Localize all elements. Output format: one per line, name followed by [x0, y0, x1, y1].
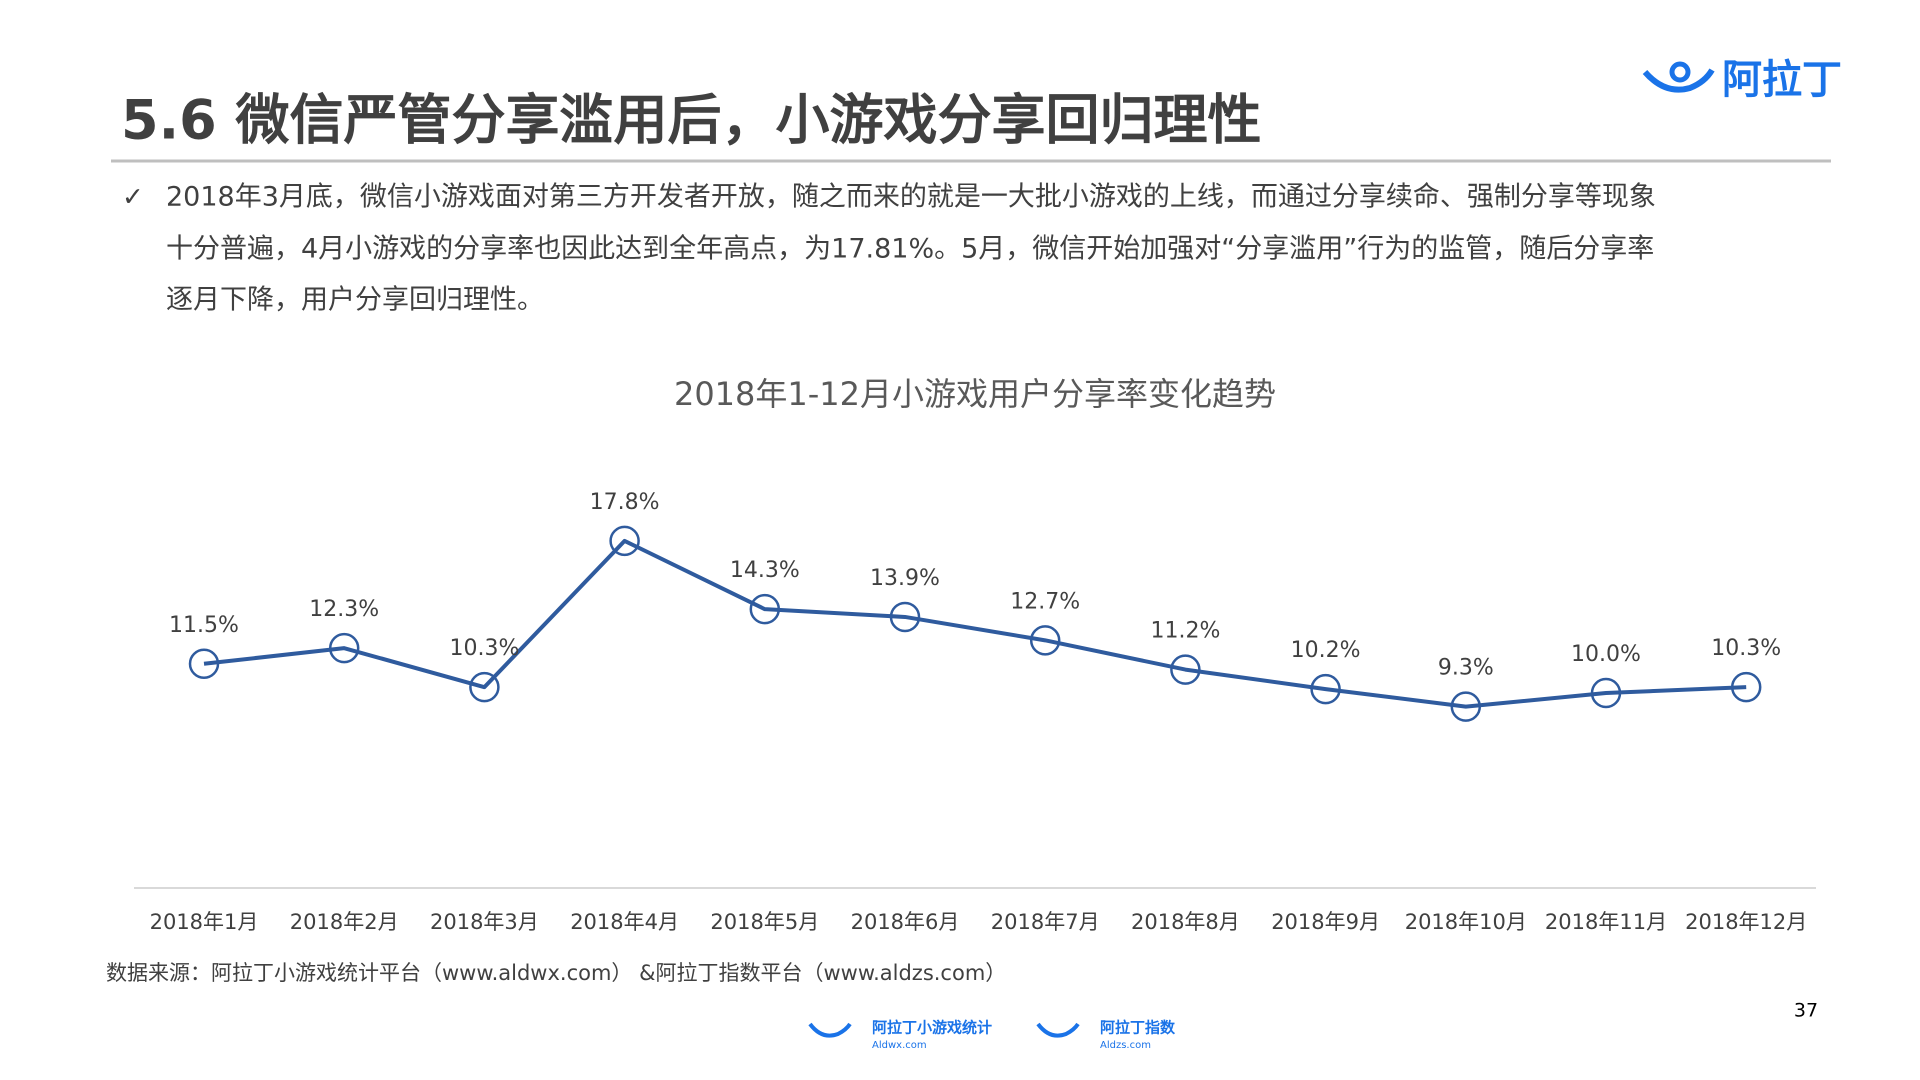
x-tick-label: 2018年10月 — [1405, 910, 1527, 934]
x-tick-label: 2018年7月 — [991, 910, 1100, 934]
data-point — [1450, 691, 1482, 722]
data-point — [889, 601, 921, 633]
x-tick-label: 2018年4月 — [570, 910, 679, 934]
logo-text: 阿拉丁 — [1722, 57, 1842, 103]
x-tick-label: 2018年6月 — [851, 910, 960, 934]
slide-title: 5.6 微信严管分享滥用后，小游戏分享回归理性 — [121, 89, 1261, 152]
footer-logo-url: Aldzs.com — [1100, 1040, 1151, 1051]
data-label: 12.3% — [309, 597, 379, 622]
x-tick-label: 2018年3月 — [430, 910, 539, 934]
data-point — [328, 632, 360, 664]
x-tick-label: 2018年9月 — [1271, 910, 1380, 934]
data-label: 10.3% — [1711, 636, 1781, 661]
data-label: 10.3% — [449, 636, 519, 661]
data-point — [1170, 654, 1201, 685]
data-label: 14.3% — [730, 558, 800, 583]
footer-logo-name: 阿拉丁指数 — [1100, 1019, 1176, 1037]
x-tick-label: 2018年1月 — [150, 910, 259, 934]
data-label: 11.2% — [1150, 619, 1220, 644]
footer-logo-icon — [1036, 1022, 1080, 1038]
data-point — [1029, 625, 1061, 656]
bullet-line: 2018年3月底，微信小游戏面对第三方开发者开放，随之而来的就是一大批小游戏的上… — [166, 182, 1656, 213]
data-point — [469, 671, 500, 703]
bullet-line: 十分普遍，4月小游戏的分享率也因此达到全年高点，为17.81%。5月，微信开始加… — [166, 234, 1654, 265]
data-point — [609, 525, 640, 557]
data-label: 11.5% — [169, 613, 239, 638]
data-point — [188, 648, 220, 679]
data-label: 13.9% — [870, 566, 940, 591]
data-label: 17.8% — [590, 490, 660, 515]
data-label: 12.7% — [1010, 589, 1080, 614]
x-tick-label: 2018年8月 — [1131, 910, 1240, 934]
footer-logo-name: 阿拉丁小游戏统计 — [872, 1019, 992, 1037]
footer-logo: 阿拉丁小游戏统计 Aldwx.com 阿拉丁指数 Aldzs.com — [808, 1019, 1176, 1051]
logo: 阿拉丁 — [1642, 57, 1842, 103]
page-number: 37 — [1794, 1000, 1818, 1022]
x-tick-label: 2018年5月 — [710, 910, 819, 934]
data-point — [1730, 671, 1762, 703]
chart-title: 2018年1-12月小游戏用户分享率变化趋势 — [674, 375, 1276, 413]
footer-logo-icon — [808, 1022, 852, 1038]
data-label: 10.0% — [1571, 642, 1641, 667]
data-point — [749, 593, 781, 625]
data-line — [203, 538, 1747, 709]
logo-icon — [1642, 68, 1715, 93]
data-point — [1590, 677, 1622, 709]
data-label: 9.3% — [1438, 656, 1494, 681]
footer-logo-url: Aldwx.com — [872, 1040, 927, 1051]
x-tick-label: 2018年11月 — [1545, 910, 1667, 934]
data-point — [1310, 673, 1341, 705]
bullet-line: 逐月下降，用户分享回归理性。 — [166, 285, 544, 316]
logo-icon — [1669, 61, 1691, 83]
data-label: 10.2% — [1291, 638, 1361, 663]
source-note: 数据来源：阿拉丁小游戏统计平台（www.aldwx.com） &阿拉丁指数平台（… — [106, 961, 1006, 985]
x-tick-label: 2018年12月 — [1685, 910, 1807, 934]
x-tick-label: 2018年2月 — [290, 910, 399, 934]
bullet-mark: ✓ — [122, 183, 144, 213]
